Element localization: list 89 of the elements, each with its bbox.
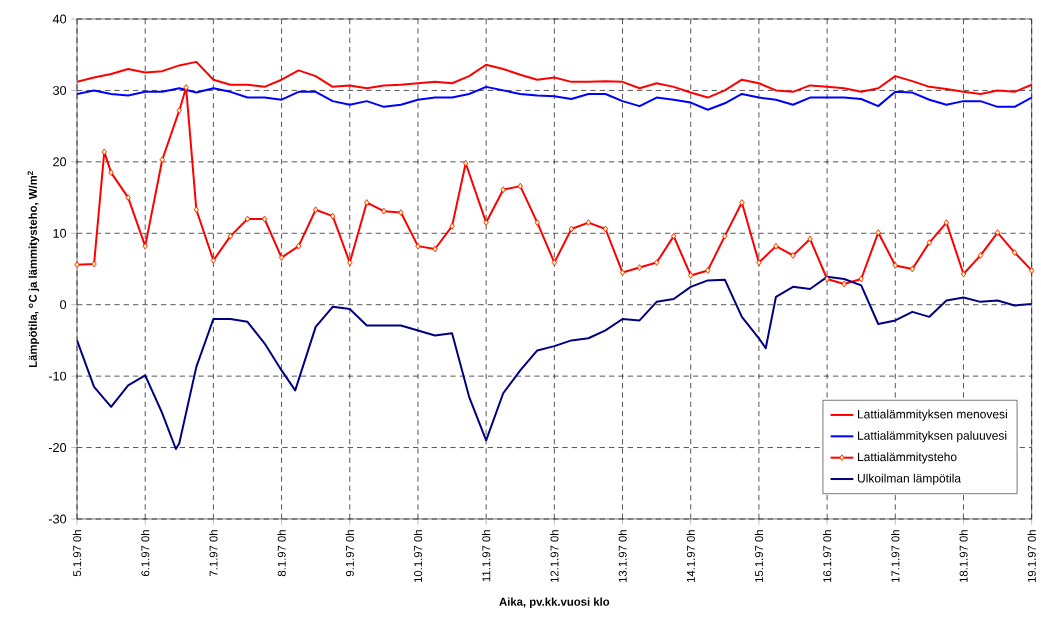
x-tick-label: 19.1.97 0h — [1027, 530, 1036, 583]
y-tick-label: -20 — [48, 443, 67, 453]
point — [824, 275, 830, 283]
point — [909, 265, 915, 273]
point — [892, 262, 898, 269]
point — [91, 260, 97, 268]
point — [415, 242, 421, 250]
x-tick-label: 12.1.97 0h — [550, 530, 559, 583]
point — [790, 252, 796, 259]
y-tick-label: 0 — [60, 300, 67, 310]
point — [227, 232, 234, 240]
point — [244, 215, 251, 223]
x-tick-label: 11.1.97 0h — [481, 530, 491, 582]
x-tick-label: 17.1.97 0h — [891, 530, 900, 583]
legend-label: Lattialämmityksen menovesi — [858, 409, 1007, 421]
point — [125, 194, 131, 201]
point — [773, 242, 779, 250]
point — [977, 252, 984, 259]
y-tick-label: 40 — [52, 14, 67, 24]
point — [108, 169, 114, 176]
x-tick-label: 16.1.97 0h — [822, 530, 832, 583]
point — [176, 107, 182, 114]
point — [926, 239, 932, 246]
point — [330, 212, 336, 220]
point — [278, 254, 285, 261]
point — [159, 156, 165, 164]
point — [960, 270, 967, 278]
point — [602, 225, 609, 233]
point — [875, 229, 881, 236]
point — [74, 261, 80, 269]
point — [364, 199, 370, 206]
legend-label: Ulkoilman lämpötila — [857, 473, 962, 485]
point — [483, 219, 489, 226]
point — [432, 245, 438, 253]
y-tick-label: -10 — [48, 371, 67, 381]
y-tick-label: 10 — [53, 228, 67, 238]
point — [654, 259, 660, 266]
point — [183, 84, 189, 91]
x-tick-label: 8.1.97 0h — [277, 530, 286, 577]
point — [210, 257, 216, 264]
point — [943, 219, 950, 226]
x-tick-label: 5.1.97 0h — [72, 530, 82, 577]
point — [568, 225, 574, 233]
point — [994, 229, 1001, 236]
point — [551, 259, 557, 266]
point — [381, 207, 387, 215]
point — [398, 209, 404, 216]
point — [463, 159, 469, 167]
x-tick-label: 6.1.97 0h — [141, 530, 150, 577]
point — [705, 267, 711, 274]
point — [101, 148, 107, 156]
point — [739, 199, 745, 206]
y-tick-label: 20 — [53, 157, 67, 167]
point — [347, 259, 353, 266]
point — [313, 206, 319, 214]
point — [585, 219, 592, 226]
y-tick-label: -30 — [48, 514, 67, 524]
point — [534, 219, 540, 226]
x-tick-label: 15.1.97 0h — [754, 530, 764, 583]
x-tick-label: 14.1.97 0h — [686, 530, 695, 583]
point — [1012, 249, 1018, 256]
point — [1029, 267, 1035, 274]
point — [261, 215, 268, 223]
point — [142, 242, 148, 250]
point — [500, 186, 506, 194]
point — [807, 235, 813, 243]
point — [756, 259, 762, 266]
legend-label: Lattialämmitysteho — [858, 452, 957, 464]
point — [841, 280, 847, 288]
x-tick-label: 9.1.97 0h — [345, 530, 354, 577]
point — [858, 275, 864, 283]
y-tick-label: 30 — [53, 85, 67, 95]
point — [636, 264, 643, 271]
point — [449, 222, 455, 230]
point — [671, 232, 677, 240]
point — [619, 269, 626, 276]
point — [296, 242, 302, 250]
point — [688, 272, 694, 279]
point — [722, 232, 728, 240]
point — [193, 206, 199, 214]
y-axis-title: Lämpötila, $^{o}$C ja lämmitysteho, W/m$^{2}$ — [27, 171, 40, 368]
line-series — [77, 60, 1032, 99]
point — [517, 182, 523, 190]
x-tick-label: 7.1.97 0h — [209, 530, 218, 577]
x-axis-title: Aika, pv.kk.vuosi klo — [499, 597, 610, 608]
x-tick-label: 18.1.97 0h — [959, 530, 968, 583]
x-tick-label: 10.1.97 0h — [413, 530, 423, 583]
x-tick-label: 13.1.97 0h — [618, 530, 627, 583]
legend-label: Lattialämmityksen paluuvesi — [858, 430, 1007, 443]
